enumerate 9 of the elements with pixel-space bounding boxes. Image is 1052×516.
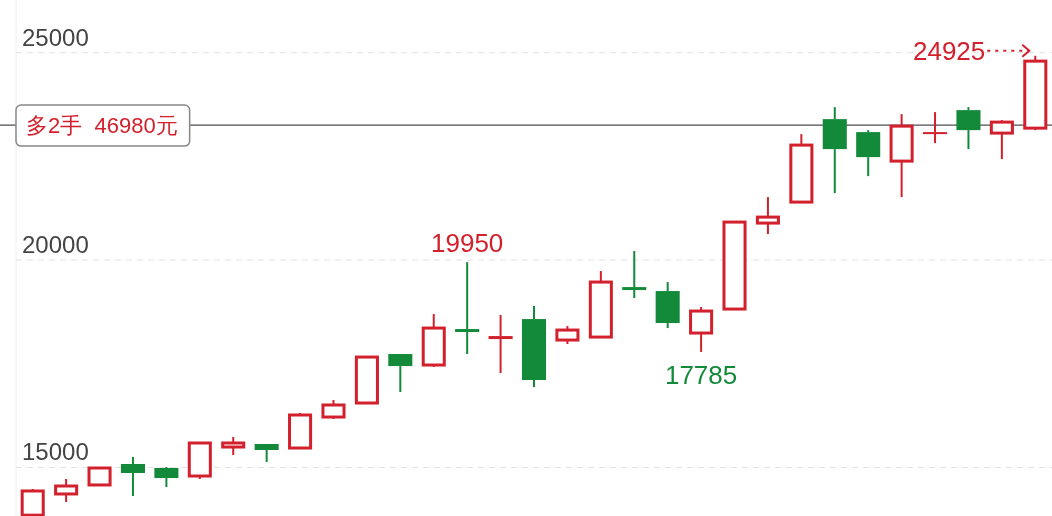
ref-label: 多2手 46980元 bbox=[15, 104, 191, 147]
annotation: 24925 bbox=[912, 35, 986, 66]
y-tick-label: 15000 bbox=[22, 438, 89, 466]
y-tick-label: 20000 bbox=[22, 231, 89, 259]
y-tick-label: 25000 bbox=[22, 23, 89, 51]
annotation: 17785 bbox=[664, 359, 738, 390]
annotation: 19950 bbox=[431, 228, 504, 259]
arrow-note: 24925 bbox=[913, 35, 1031, 66]
ref-line-label: 多2手 46980元 bbox=[26, 113, 178, 139]
